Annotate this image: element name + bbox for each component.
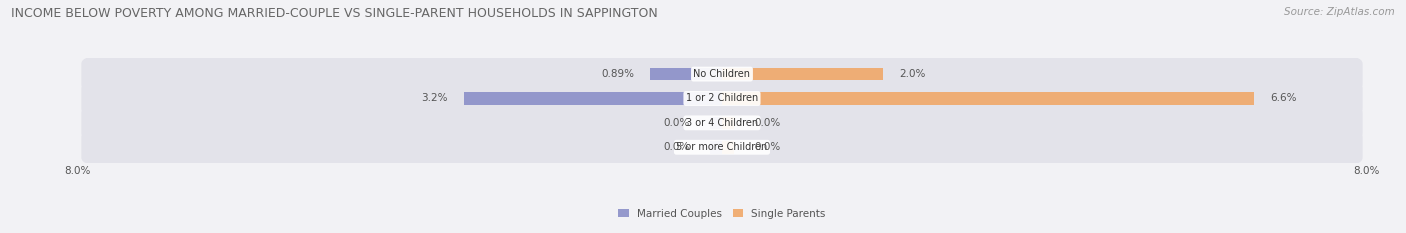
Bar: [650, 68, 723, 80]
Bar: [710, 141, 723, 154]
Bar: [710, 116, 723, 129]
Legend: Married Couples, Single Parents: Married Couples, Single Parents: [614, 205, 830, 223]
Text: Source: ZipAtlas.com: Source: ZipAtlas.com: [1284, 7, 1395, 17]
Text: INCOME BELOW POVERTY AMONG MARRIED-COUPLE VS SINGLE-PARENT HOUSEHOLDS IN SAPPING: INCOME BELOW POVERTY AMONG MARRIED-COUPL…: [11, 7, 658, 20]
Text: 0.0%: 0.0%: [664, 142, 690, 152]
Bar: [464, 92, 723, 105]
Text: 0.89%: 0.89%: [602, 69, 634, 79]
Text: No Children: No Children: [693, 69, 751, 79]
Text: 2.0%: 2.0%: [900, 69, 925, 79]
Text: 6.6%: 6.6%: [1270, 93, 1296, 103]
Text: 5 or more Children: 5 or more Children: [676, 142, 768, 152]
FancyBboxPatch shape: [82, 55, 1362, 93]
Text: 3.2%: 3.2%: [422, 93, 449, 103]
Bar: [723, 141, 734, 154]
FancyBboxPatch shape: [82, 128, 1362, 166]
Text: 3 or 4 Children: 3 or 4 Children: [686, 118, 758, 128]
Bar: [723, 92, 1254, 105]
FancyBboxPatch shape: [82, 104, 1362, 142]
Bar: [723, 116, 734, 129]
FancyBboxPatch shape: [82, 79, 1362, 117]
Text: 0.0%: 0.0%: [754, 118, 780, 128]
Bar: [723, 68, 883, 80]
Text: 0.0%: 0.0%: [664, 118, 690, 128]
Text: 1 or 2 Children: 1 or 2 Children: [686, 93, 758, 103]
Text: 0.0%: 0.0%: [754, 142, 780, 152]
